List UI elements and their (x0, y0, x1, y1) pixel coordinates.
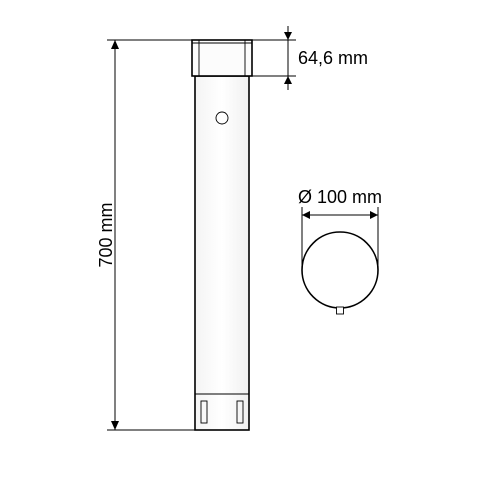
top-view-notch (337, 307, 344, 314)
dimension-diameter-label: Ø 100 mm (298, 187, 382, 207)
front-elevation (192, 40, 252, 430)
post-body (195, 76, 249, 430)
dimension-cap-label: 64,6 mm (298, 48, 368, 68)
post-cap (192, 40, 252, 76)
dimension-height-label: 700 mm (96, 202, 116, 267)
top-view (302, 232, 378, 314)
top-view-circle (302, 232, 378, 308)
dimension-height (107, 40, 195, 430)
dimension-cap (252, 26, 296, 90)
